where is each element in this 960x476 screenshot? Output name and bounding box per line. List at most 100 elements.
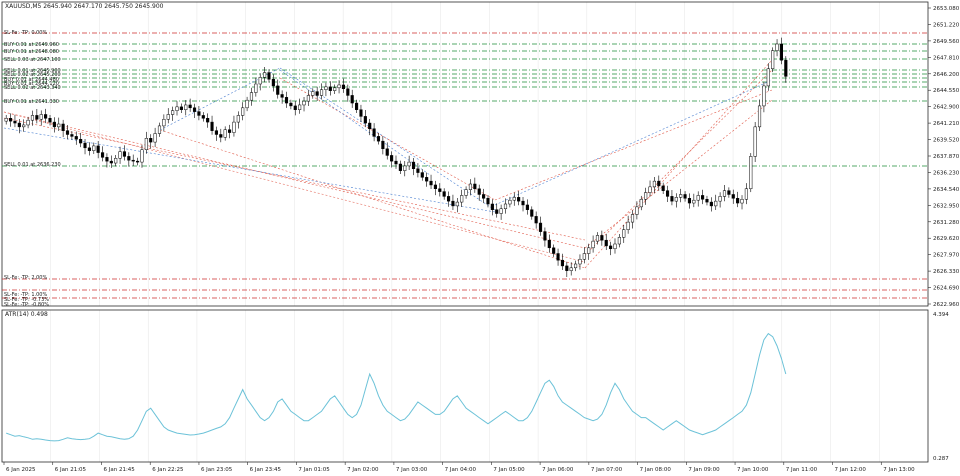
candle-body <box>438 188 442 192</box>
candle-body <box>398 163 402 171</box>
fan-line <box>584 59 773 269</box>
candle-body <box>171 110 175 115</box>
candle-body <box>83 142 87 149</box>
time-tick-label: 6 Jan 22:25 <box>152 467 184 473</box>
time-tick-label: 7 Jan 05:00 <box>493 467 525 473</box>
candle-body <box>241 107 245 116</box>
candle-body <box>512 197 516 201</box>
candle-body <box>416 168 420 173</box>
atr-panel-frame <box>1 309 929 463</box>
time-tick-label: 7 Jan 10:00 <box>737 467 769 473</box>
fan-line <box>3 111 586 249</box>
candle-body <box>775 43 779 51</box>
atr-tick-label: 0.287 <box>933 456 949 462</box>
candle-body <box>44 114 48 119</box>
fan-line <box>494 89 773 201</box>
candle-body <box>368 122 372 130</box>
fan-line <box>279 69 431 176</box>
candle-body <box>350 95 354 104</box>
candle-body <box>136 160 140 163</box>
candle-body <box>284 97 289 104</box>
candle-body <box>442 191 446 197</box>
candlestick-series <box>4 37 788 278</box>
candle-body <box>74 136 78 140</box>
candle-body <box>114 158 118 164</box>
price-tick-label: 2653.080 <box>933 6 960 12</box>
atr-line <box>6 332 787 442</box>
order-levels <box>2 32 928 299</box>
candle-body <box>714 200 718 207</box>
candle-body <box>407 161 411 167</box>
candle-body <box>547 239 551 249</box>
atr-series <box>6 332 787 442</box>
candle-body <box>298 104 302 110</box>
candle-body <box>100 152 105 158</box>
price-tick-label: 2644.550 <box>933 88 960 94</box>
candle-body <box>617 237 621 245</box>
candle-body <box>595 235 600 242</box>
time-tick-label: 7 Jan 07:00 <box>591 467 623 473</box>
level-label-5: SELL 0.02 at 2645.200 <box>4 72 61 78</box>
candle-body <box>390 155 394 162</box>
candle-body <box>175 106 179 111</box>
candle-body <box>604 239 608 247</box>
candle-body <box>766 68 770 87</box>
candle-body <box>87 147 91 151</box>
candle-body <box>149 138 153 143</box>
candle-body <box>609 245 613 250</box>
candle-body <box>376 136 381 142</box>
candle-body <box>57 123 61 128</box>
candle-body <box>635 206 639 215</box>
fan-line <box>279 67 496 211</box>
level-label-11: SL-Fe: -TP: 2.00% <box>4 275 47 281</box>
price-tick-label: 2631.280 <box>933 220 960 226</box>
price-tick-label: 2641.210 <box>933 121 960 127</box>
price-tick-label: 2632.950 <box>933 203 960 209</box>
candle-body <box>210 121 214 131</box>
candle-body <box>249 92 254 101</box>
candle-body <box>206 118 210 123</box>
candle-body <box>779 43 783 61</box>
candle-body <box>271 78 275 87</box>
time-tick-label: 6 Jan 21:05 <box>55 467 87 473</box>
candle-body <box>665 190 670 197</box>
candle-body <box>127 156 131 161</box>
candle-body <box>214 130 218 135</box>
candle-body <box>403 165 407 171</box>
candle-body <box>328 86 332 91</box>
candle-body <box>9 118 13 122</box>
candle-body <box>385 148 389 156</box>
candle-body <box>17 122 21 128</box>
candle-body <box>613 243 617 250</box>
candle-body <box>670 196 674 202</box>
candle-body <box>534 216 538 224</box>
atr-label: ATR(14) 0.498 <box>5 311 48 318</box>
time-tick-label: 7 Jan 02:00 <box>347 467 379 473</box>
candle-body <box>140 149 144 163</box>
fan-line <box>3 111 586 263</box>
candle-body <box>219 134 223 138</box>
candle-body <box>692 199 696 204</box>
price-tick-label: 2627.970 <box>933 253 960 259</box>
candle-body <box>337 84 341 89</box>
atr-tick-label: 4.394 <box>933 312 949 318</box>
candle-body <box>192 107 197 112</box>
candle-body <box>731 194 735 199</box>
candle-body <box>460 195 464 203</box>
candle-body <box>39 114 43 120</box>
price-tick-label: 2626.330 <box>933 269 960 275</box>
candle-body <box>30 115 35 121</box>
candle-body <box>499 208 503 214</box>
candle-body <box>578 258 582 265</box>
candle-body <box>254 83 258 93</box>
candle-body <box>538 222 543 232</box>
candle-body <box>372 128 376 137</box>
candle-body <box>263 72 267 78</box>
level-label-6: BUY 0.01 at 2644.480 <box>4 77 59 83</box>
candle-body <box>495 209 499 214</box>
price-tick-label: 2636.230 <box>933 170 960 176</box>
candle-body <box>565 265 569 271</box>
level-label-13: SL-Fe: -TP: -0.73% <box>4 297 49 303</box>
time-tick-label: 7 Jan 09:00 <box>688 467 720 473</box>
